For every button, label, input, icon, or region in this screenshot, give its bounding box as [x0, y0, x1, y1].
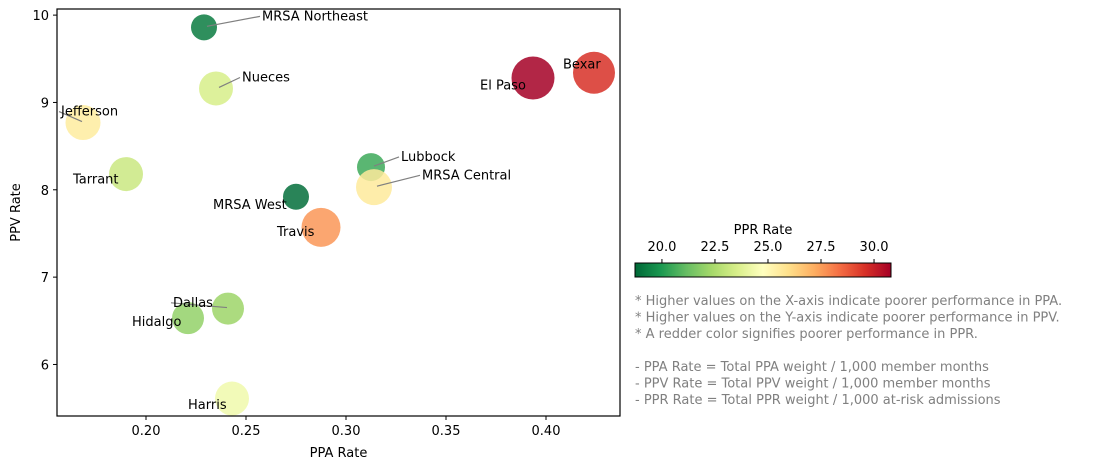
y-tick-label: 7	[41, 271, 49, 286]
data-point-dallas	[212, 292, 244, 325]
colorbar-tick-label: 25.0	[754, 240, 783, 255]
note-line: - PPA Rate = Total PPA weight / 1,000 me…	[635, 360, 989, 375]
data-point-tarrant	[109, 157, 143, 192]
y-tick-label: 9	[41, 96, 49, 111]
leader-line	[376, 174, 421, 187]
point-label: Bexar	[563, 57, 601, 72]
colorbar: PPR Rate 20.0 22.5 25.0 27.5 30.0	[634, 223, 892, 278]
data-point-harris	[215, 381, 249, 416]
data-point-bexar	[573, 51, 615, 94]
data-point-hidalgo	[172, 302, 204, 335]
point-label: Nueces	[242, 70, 290, 85]
point-label: MRSA West	[213, 198, 287, 213]
y-tick-label: 6	[41, 358, 49, 373]
y-tick-label: 10	[32, 9, 49, 24]
point-label: Jefferson	[60, 105, 118, 120]
y-axis-ticks: 6 7 8 9 10	[32, 9, 57, 373]
point-label: Lubbock	[401, 150, 456, 165]
note-line: * Higher values on the Y-axis indicate p…	[635, 311, 1060, 326]
y-tick-label: 8	[41, 184, 49, 199]
point-label: Dallas	[173, 296, 213, 311]
x-axis-label: PPA Rate	[310, 446, 368, 461]
x-tick-label: 0.30	[332, 424, 361, 439]
data-point-nueces	[199, 71, 233, 106]
x-axis-ticks: 0.20 0.25 0.30 0.35 0.40	[132, 416, 561, 439]
notes-block: * Higher values on the X-axis indicate p…	[635, 294, 1062, 408]
data-point-el-paso	[511, 56, 555, 100]
leader-line	[206, 15, 261, 27]
colorbar-ticks: 20.0 22.5 25.0 27.5 30.0	[647, 240, 889, 263]
x-tick-label: 0.20	[132, 424, 161, 439]
leader-line	[373, 156, 400, 167]
point-label: Tarrant	[72, 173, 119, 188]
data-point-travis	[301, 207, 341, 247]
note-line: - PPV Rate = Total PPV weight / 1,000 me…	[635, 377, 991, 392]
note-line: - PPR Rate = Total PPR weight / 1,000 at…	[635, 393, 1001, 408]
data-point-mrsa-west	[283, 183, 309, 210]
data-point-jefferson	[65, 105, 101, 141]
colorbar-gradient	[634, 262, 892, 278]
point-label: Hidalgo	[132, 315, 181, 330]
colorbar-tick-label: 30.0	[860, 240, 889, 255]
point-label: MRSA Central	[422, 168, 511, 183]
leader-line	[218, 76, 241, 89]
points-layer	[65, 14, 615, 416]
note-line: * Higher values on the X-axis indicate p…	[635, 294, 1062, 309]
colorbar-tick-label: 22.5	[700, 240, 729, 255]
point-label: El Paso	[480, 78, 526, 93]
point-label: Harris	[188, 398, 227, 413]
colorbar-label: PPR Rate	[734, 223, 793, 238]
leader-line	[170, 302, 228, 309]
x-tick-label: 0.25	[232, 424, 261, 439]
leader-line	[58, 111, 83, 123]
axes-frame	[56, 8, 621, 417]
colorbar-tick-label: 27.5	[807, 240, 836, 255]
colorbar-tick-label: 20.0	[647, 240, 676, 255]
x-tick-label: 0.40	[532, 424, 561, 439]
x-tick-label: 0.35	[432, 424, 461, 439]
labels-layer: MRSA Northeast Nueces Jefferson Tarrant MRSA…	[58, 9, 601, 413]
y-axis-label: PPV Rate	[9, 183, 24, 242]
note-line: * A redder color signifies poorer perfor…	[635, 327, 978, 342]
data-point-mrsa-northeast	[191, 14, 217, 41]
point-label: MRSA Northeast	[262, 9, 368, 24]
point-label: Travis	[276, 225, 315, 240]
data-point-mrsa-central	[356, 169, 392, 206]
